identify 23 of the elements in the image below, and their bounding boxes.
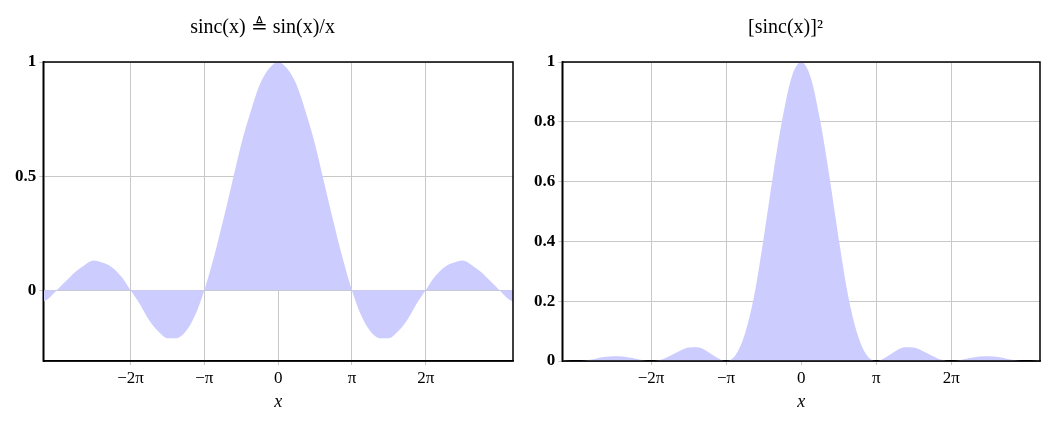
y-tick-label: 0.6 — [534, 170, 556, 190]
x-tick-label: −π — [716, 367, 736, 387]
x-tick-label: 0 — [796, 367, 806, 387]
x-tick-label: 2π — [417, 367, 435, 387]
x-axis-title: x — [273, 390, 283, 411]
y-tick-label: 0.8 — [534, 111, 556, 131]
x-tick-label: 2π — [942, 367, 961, 387]
x-tick-label: π — [871, 367, 881, 387]
x-tick-label: π — [347, 367, 357, 387]
x-tick-label: 0 — [273, 367, 283, 387]
chart-title: [sinc(x)]² — [748, 15, 823, 39]
y-tick-label: 0.4 — [534, 230, 556, 250]
y-tick-label: 1 — [27, 51, 37, 71]
y-tick-label: 0.5 — [15, 165, 37, 185]
x-tick-label: −π — [195, 367, 214, 387]
x-tick-label: −2π — [117, 367, 145, 387]
x-axis-title: x — [796, 390, 806, 411]
y-tick-label: 0 — [27, 279, 37, 299]
y-tick-label: 1 — [546, 51, 556, 71]
y-tick-label: 0 — [546, 350, 556, 370]
y-tick-label: 0.2 — [534, 290, 556, 310]
x-tick-label: −2π — [637, 367, 665, 387]
chart-title: sinc(x) ≜ sin(x)/x — [190, 15, 335, 39]
